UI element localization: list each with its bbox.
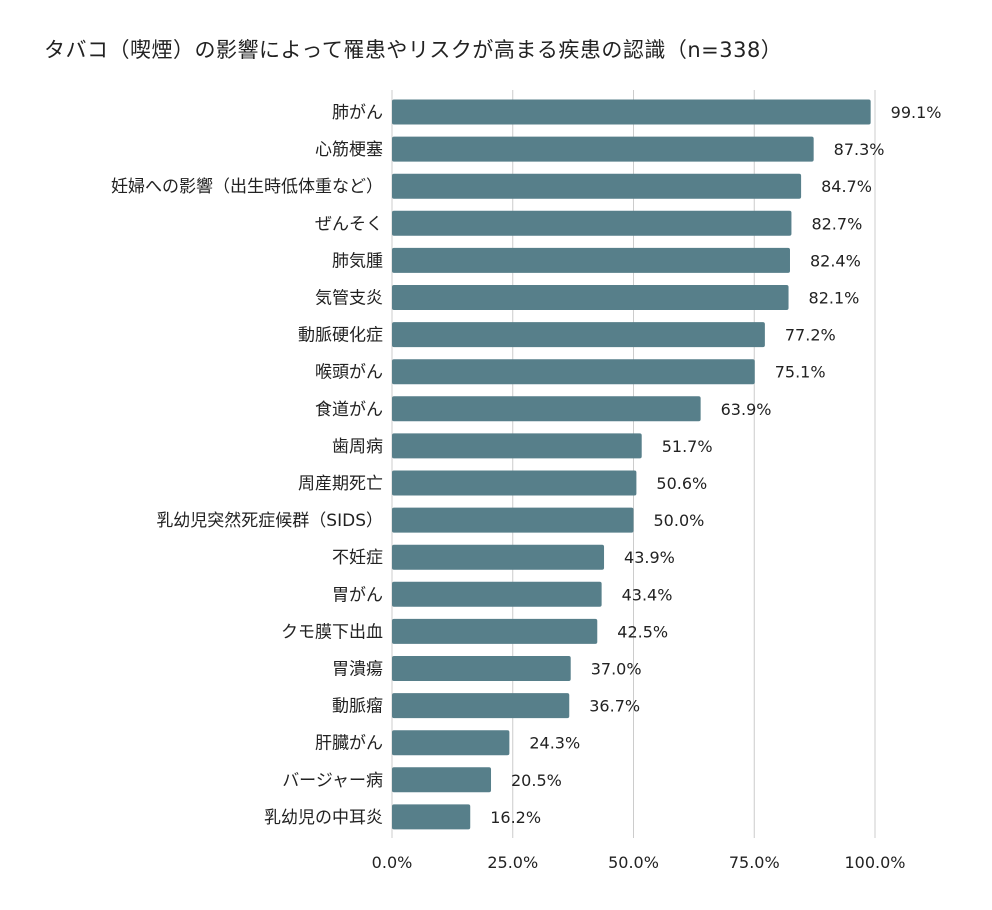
value-label: 36.7% <box>589 697 640 716</box>
chart-title: タバコ（喫煙）の影響によって罹患やリスクが高まる疾患の認識（n=338） <box>44 38 783 62</box>
value-label: 24.3% <box>529 734 580 753</box>
category-label: 肺気腫 <box>332 251 383 271</box>
x-axis-ticks: 0.0% 25.0% 50.0% 75.0% 100.0% <box>372 853 906 872</box>
value-label: 82.7% <box>811 214 862 233</box>
value-label: 82.4% <box>810 251 861 270</box>
value-label: 77.2% <box>785 326 836 345</box>
value-label: 63.9% <box>721 400 772 419</box>
category-label: ぜんそく <box>315 214 383 234</box>
bar <box>392 544 605 570</box>
category-label: 不妊症 <box>332 548 383 568</box>
category-label: 動脈瘤 <box>332 697 383 717</box>
x-tick-label: 0.0% <box>372 853 413 872</box>
value-label: 99.1% <box>891 103 942 122</box>
category-label: クモ膜下出血 <box>281 622 383 642</box>
x-tick-label: 25.0% <box>487 853 538 872</box>
value-label: 84.7% <box>821 177 872 196</box>
bar <box>392 470 637 496</box>
category-label: 食道がん <box>315 400 383 420</box>
value-label: 75.1% <box>775 363 826 382</box>
category-label: 乳幼児の中耳炎 <box>264 808 383 828</box>
bar <box>392 99 871 125</box>
bar <box>392 285 789 310</box>
category-label: 妊婦への影響（出生時低体重など） <box>111 177 383 197</box>
bar <box>392 507 634 533</box>
bar <box>392 173 802 199</box>
x-tick-label: 50.0% <box>608 853 659 872</box>
bar <box>392 210 792 236</box>
bar <box>392 433 642 459</box>
bar <box>392 656 571 681</box>
bars <box>392 99 871 830</box>
value-label: 51.7% <box>662 437 713 456</box>
value-label: 16.2% <box>490 808 541 827</box>
bar <box>392 136 814 162</box>
bar <box>392 359 755 385</box>
category-label: バージャー病 <box>282 771 383 791</box>
x-tick-label: 75.0% <box>729 853 780 872</box>
bar <box>392 247 790 273</box>
category-label: 胃潰瘍 <box>332 660 383 680</box>
category-label: 肺がん <box>332 103 383 123</box>
labels: 肺がん 99.1% 心筋梗塞 87.3% 妊婦への影響（出生時低体重など） 84.7% ぜん… <box>111 103 941 828</box>
category-label: 歯周病 <box>332 437 383 457</box>
bar <box>392 693 570 719</box>
category-label: 心筋梗塞 <box>315 140 383 160</box>
category-label: 喉頭がん <box>315 363 383 383</box>
value-label: 50.0% <box>654 511 705 530</box>
category-label: 動脈硬化症 <box>298 326 383 346</box>
category-label: 胃がん <box>332 585 383 605</box>
value-label: 20.5% <box>511 771 562 790</box>
bar <box>392 618 598 644</box>
category-label: 周産期死亡 <box>298 474 383 494</box>
bar <box>392 730 510 756</box>
bar <box>392 396 701 422</box>
bar <box>392 804 471 830</box>
value-label: 50.6% <box>656 474 707 493</box>
value-label: 43.4% <box>622 585 673 604</box>
category-label: 気管支炎 <box>315 289 383 309</box>
bar <box>392 322 765 348</box>
x-tick-label: 100.0% <box>844 853 905 872</box>
category-label: 肝臓がん <box>315 734 383 754</box>
value-label: 87.3% <box>834 140 885 159</box>
value-label: 37.0% <box>591 660 642 679</box>
value-label: 42.5% <box>617 622 668 641</box>
gridlines <box>391 90 876 838</box>
category-label: 乳幼児突然死症候群（SIDS） <box>156 511 383 531</box>
value-label: 43.9% <box>624 548 675 567</box>
bar <box>392 767 492 793</box>
value-label: 82.1% <box>809 289 860 308</box>
bar <box>392 581 602 607</box>
